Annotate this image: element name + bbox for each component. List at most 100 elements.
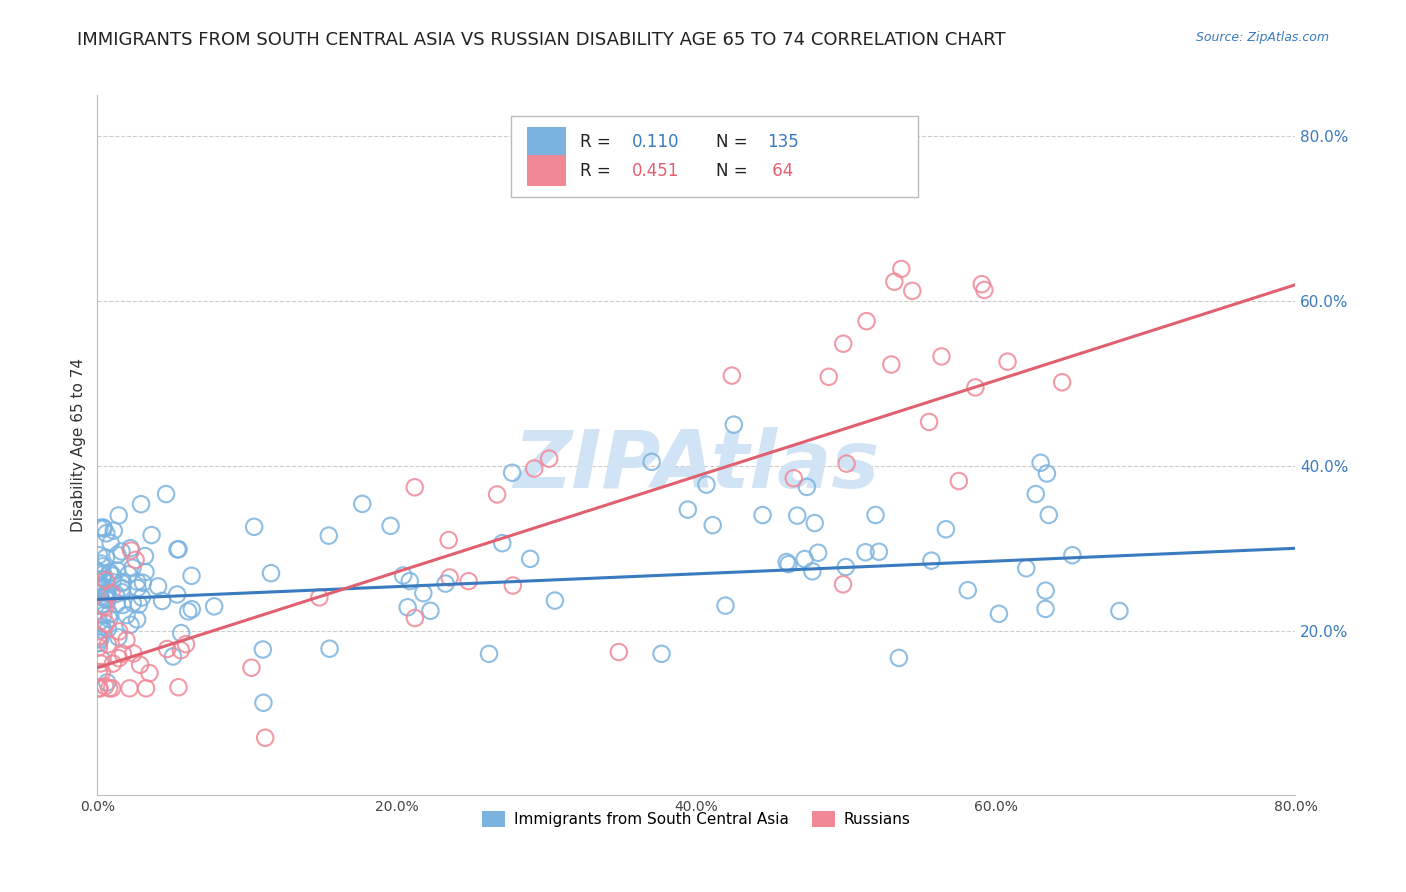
Point: [1108, 604, 1130, 618]
Point: [120, 617, 142, 632]
Point: [118, 681, 141, 696]
Point: [107, 630, 129, 644]
Point: [1029, 456, 1052, 470]
Point: [412, 586, 434, 600]
Point: [111, 581, 134, 595]
Point: [835, 560, 858, 574]
Point: [98, 612, 121, 626]
Point: [380, 518, 402, 533]
Point: [778, 557, 800, 571]
Text: N =: N =: [716, 161, 752, 180]
Point: [501, 466, 523, 480]
Point: [166, 587, 188, 601]
Point: [318, 641, 340, 656]
Point: [935, 522, 957, 536]
Point: [107, 508, 129, 523]
Point: [502, 578, 524, 592]
Point: [127, 574, 149, 589]
Point: [786, 508, 808, 523]
Point: [89, 681, 111, 696]
Point: [887, 651, 910, 665]
Point: [180, 602, 202, 616]
Point: [105, 563, 128, 577]
Point: [127, 581, 149, 595]
Point: [94, 591, 117, 605]
Point: [132, 575, 155, 590]
Point: [1050, 375, 1073, 389]
Point: [120, 543, 142, 558]
Point: [252, 696, 274, 710]
Point: [308, 591, 330, 605]
Point: [111, 598, 134, 612]
Point: [434, 576, 457, 591]
Point: [93, 521, 115, 535]
Text: ZIPAtlas: ZIPAtlas: [513, 427, 880, 506]
Point: [124, 553, 146, 567]
Point: [796, 480, 818, 494]
Point: [1015, 561, 1038, 575]
FancyBboxPatch shape: [527, 127, 565, 158]
Point: [880, 358, 903, 372]
Point: [96, 590, 118, 604]
Point: [97, 637, 120, 651]
Point: [87, 566, 110, 581]
Point: [202, 599, 225, 614]
Point: [404, 480, 426, 494]
Point: [94, 550, 117, 565]
Point: [243, 520, 266, 534]
Point: [89, 615, 111, 629]
Point: [890, 262, 912, 277]
Legend: Immigrants from South Central Asia, Russians: Immigrants from South Central Asia, Russ…: [475, 805, 917, 833]
Point: [1035, 602, 1057, 616]
Point: [101, 681, 124, 696]
Point: [260, 566, 283, 581]
Point: [100, 586, 122, 600]
Point: [91, 599, 114, 614]
Point: [832, 336, 855, 351]
Point: [544, 593, 567, 607]
Point: [91, 567, 114, 582]
Point: [96, 584, 118, 599]
Point: [651, 647, 673, 661]
Point: [437, 533, 460, 547]
Point: [1025, 487, 1047, 501]
Point: [997, 354, 1019, 368]
Point: [115, 633, 138, 648]
Point: [100, 536, 122, 550]
Point: [180, 569, 202, 583]
Point: [89, 574, 111, 589]
Point: [101, 568, 124, 582]
Point: [94, 573, 117, 587]
Point: [695, 477, 717, 491]
Point: [775, 555, 797, 569]
Point: [155, 487, 177, 501]
Point: [987, 607, 1010, 621]
Point: [965, 380, 987, 394]
Point: [131, 591, 153, 605]
Point: [714, 599, 737, 613]
Point: [89, 521, 111, 535]
Point: [1035, 583, 1057, 598]
FancyBboxPatch shape: [510, 116, 918, 197]
Point: [723, 417, 745, 432]
Point: [101, 575, 124, 590]
Point: [868, 545, 890, 559]
Point: [93, 608, 115, 623]
Point: [920, 554, 942, 568]
Point: [252, 642, 274, 657]
Point: [835, 457, 858, 471]
Point: [538, 451, 561, 466]
Point: [129, 657, 152, 672]
Point: [398, 574, 420, 588]
Point: [419, 604, 441, 618]
Point: [973, 283, 995, 297]
Point: [87, 631, 110, 645]
Point: [94, 679, 117, 693]
Point: [97, 622, 120, 636]
Text: 0.451: 0.451: [631, 161, 679, 180]
Point: [640, 455, 662, 469]
Point: [98, 566, 121, 580]
Point: [134, 549, 156, 563]
Point: [156, 642, 179, 657]
Point: [352, 497, 374, 511]
